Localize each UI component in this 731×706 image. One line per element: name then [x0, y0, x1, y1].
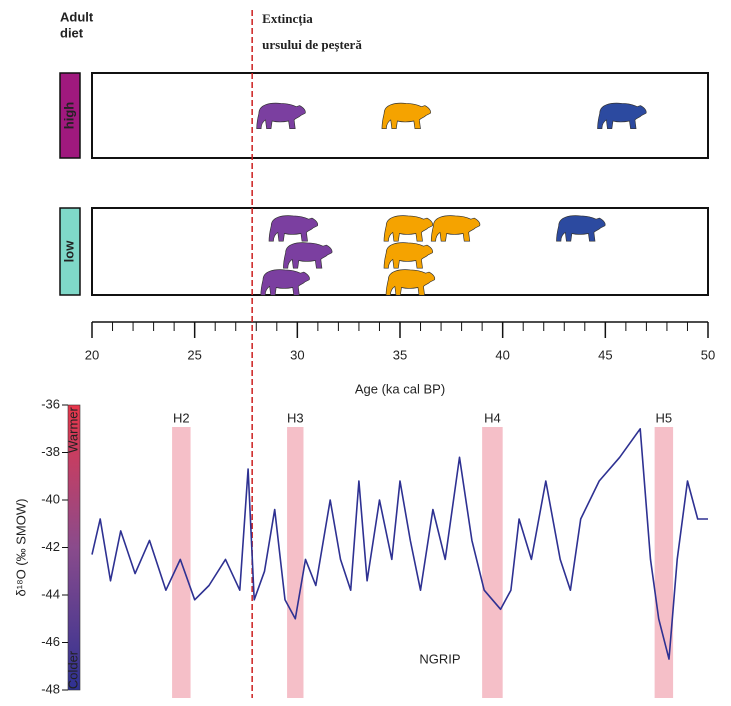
- row-label-box: [59, 207, 81, 296]
- row-label: high: [61, 102, 76, 129]
- y-tick-label: -48: [41, 681, 60, 696]
- heinrich-band: [654, 427, 674, 698]
- row-label: low: [61, 240, 76, 263]
- heinrich-band: [287, 427, 304, 698]
- bear: [385, 269, 436, 296]
- colorbar-label: Colder: [65, 650, 80, 689]
- y-axis-title: diet: [60, 25, 84, 40]
- band-label: H4: [484, 410, 501, 425]
- bear: [597, 102, 647, 130]
- x-tick-label: 50: [701, 347, 715, 362]
- row-frame: [91, 72, 709, 159]
- bear: [556, 215, 606, 242]
- bear: [381, 102, 431, 130]
- bear: [260, 269, 310, 296]
- annotation: ursului de peșteră: [262, 37, 362, 53]
- x-axis-title: Age (ka cal BP): [355, 381, 445, 396]
- y-tick-label: -44: [41, 586, 60, 601]
- bear: [268, 215, 319, 242]
- y-axis-title: δ¹⁸O (‰ SMOW): [13, 499, 28, 597]
- y-axis-title: Adult: [60, 9, 94, 24]
- x-tick-label: 35: [393, 347, 407, 362]
- colorbar-label: Warmer: [65, 406, 80, 452]
- row-label-box: [59, 72, 81, 159]
- y-tick-label: -36: [41, 396, 60, 411]
- bear: [383, 242, 434, 269]
- x-tick-label: 25: [187, 347, 201, 362]
- y-tick-label: -38: [41, 444, 60, 459]
- bear: [383, 215, 434, 242]
- band-label: H2: [173, 410, 190, 425]
- y-tick-label: -46: [41, 634, 60, 649]
- x-tick-label: 20: [85, 347, 99, 362]
- series-line: [91, 428, 708, 660]
- heinrich-band: [482, 427, 503, 698]
- bear: [256, 102, 306, 130]
- bear: [283, 242, 333, 269]
- x-tick-label: 45: [598, 347, 612, 362]
- annotation: Extincția: [262, 11, 313, 27]
- band-label: H5: [656, 410, 673, 425]
- y-tick-label: -40: [41, 491, 60, 506]
- x-tick-label: 40: [495, 347, 509, 362]
- x-tick-label: 30: [290, 347, 304, 362]
- band-label: H3: [287, 410, 304, 425]
- bear: [430, 215, 481, 242]
- y-tick-label: -42: [41, 539, 60, 554]
- series-label: NGRIP: [419, 651, 460, 666]
